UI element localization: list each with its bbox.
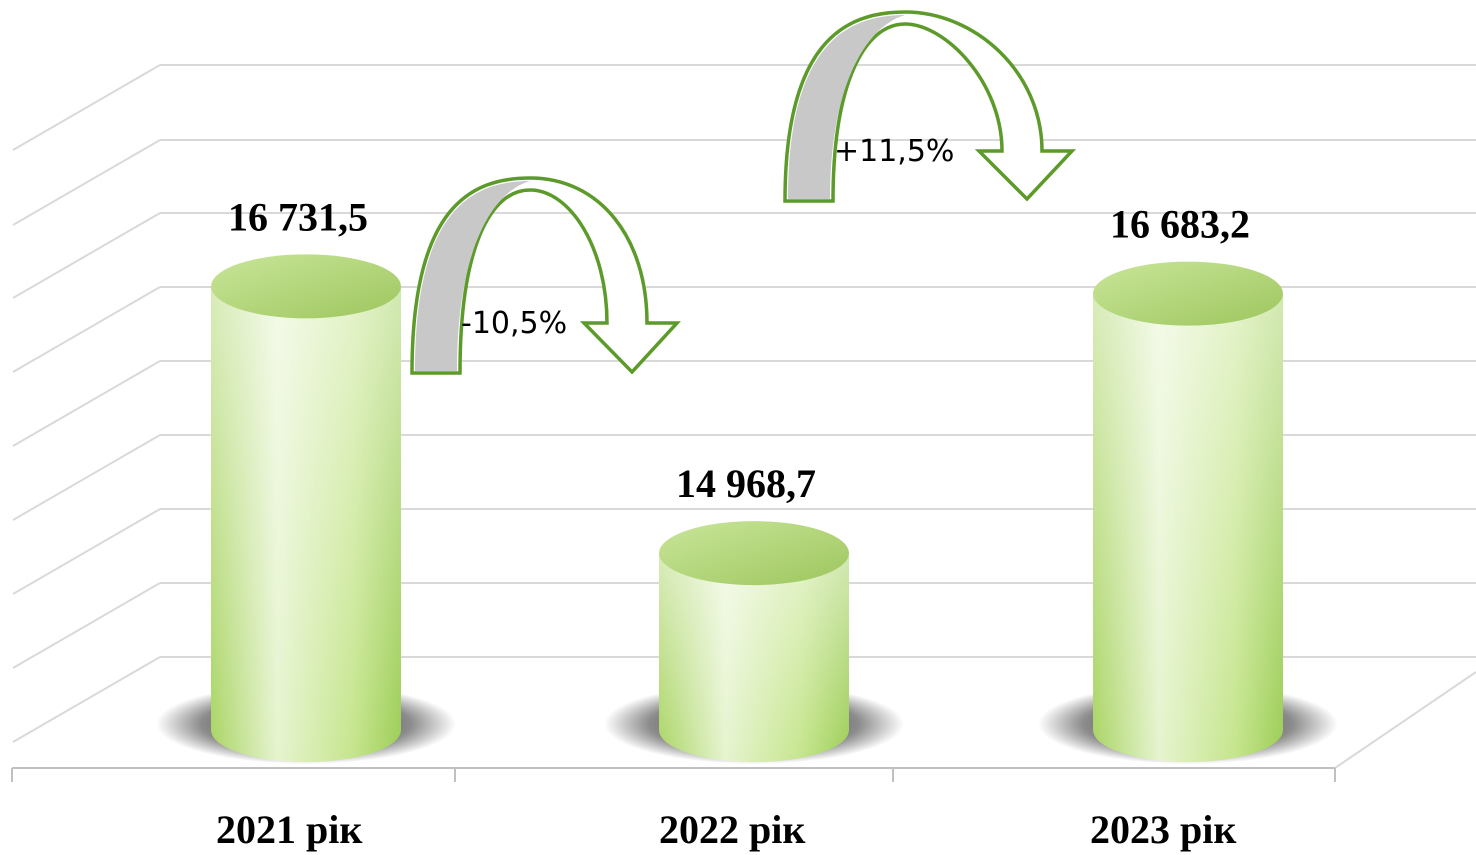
gridline-side: [12, 64, 161, 151]
bar-2: [604, 521, 904, 764]
gridline-side: [12, 582, 161, 669]
change-arrow-1: [410, 176, 681, 375]
gridline-side: [12, 656, 161, 743]
change-label: -10,5%: [461, 306, 567, 341]
gridline-side: [12, 286, 161, 373]
gridline-side: [12, 212, 161, 299]
gridline-side: [12, 434, 161, 521]
category-label: 2023 рік: [1090, 807, 1236, 852]
floor-right-edge: [1334, 671, 1476, 769]
bar-1: [156, 254, 456, 764]
bar-highlight: [659, 553, 849, 762]
gridline-side: [12, 139, 161, 226]
bar-top: [211, 254, 401, 319]
bar-3: [1038, 261, 1338, 764]
value-label: 14 968,7: [676, 461, 816, 506]
category-label: 2021 рік: [216, 807, 362, 852]
gridline-side: [12, 508, 161, 595]
change-label: +11,5%: [834, 134, 954, 169]
bar-highlight: [211, 286, 401, 762]
gridline-side: [12, 360, 161, 447]
value-label: 16 731,5: [228, 194, 368, 239]
labels: 16 731,5 2021 рік 14 968,7 2022 рік 16 683,2…: [216, 134, 1250, 852]
value-label: 16 683,2: [1110, 202, 1250, 247]
change-arrow-2: [783, 10, 1077, 203]
arrow-band: [415, 181, 530, 371]
bar-top: [659, 521, 849, 586]
arrow-band: [788, 15, 905, 199]
bar-top: [1093, 261, 1283, 326]
bar-highlight: [1093, 293, 1283, 762]
bars: [156, 254, 1338, 764]
category-label: 2022 рік: [659, 807, 805, 852]
change-arrows: [410, 10, 1077, 375]
x-axis: [11, 767, 1336, 782]
